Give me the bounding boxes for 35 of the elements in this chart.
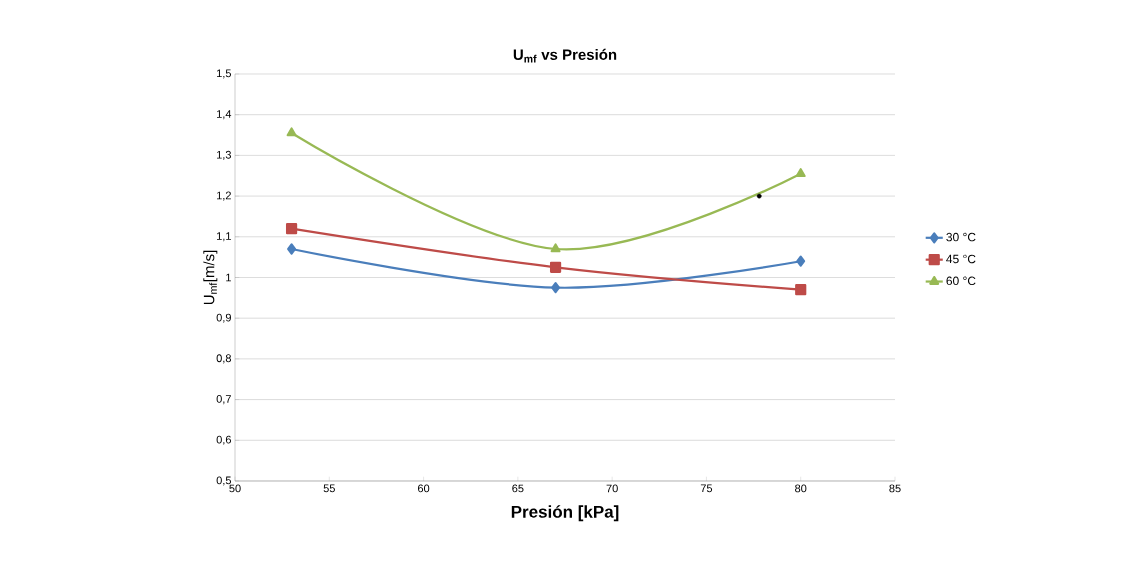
chart-title: U$_{mf}$ vs Presión (513, 48, 617, 63)
y-tick-label: 1,2 (217, 191, 231, 201)
legend-label: 45 °C (946, 254, 976, 264)
x-tick-label: 50 (229, 484, 241, 493)
point (286, 127, 297, 137)
x-tick-label: 75 (700, 484, 713, 493)
y-tick-label: 1,5 (217, 69, 231, 79)
point (796, 255, 806, 267)
x-tick-label: 85 (889, 484, 901, 493)
point (285, 223, 298, 235)
x-tick-label: 60 (418, 484, 430, 493)
y-tick-label: 1,4 (217, 110, 232, 120)
x-tick-label: 80 (795, 484, 807, 493)
y-tick-label: 0,9 (216, 313, 231, 323)
point (550, 243, 561, 253)
y-tick-label: 1 (226, 273, 231, 282)
point (756, 193, 762, 199)
y-tick-label: 1,1 (217, 232, 231, 242)
y-axis-title: U$_{mf}$[m/s] (203, 250, 218, 305)
y-tick-label: 0,7 (216, 395, 231, 405)
point (795, 284, 807, 296)
point (287, 243, 297, 255)
point (795, 168, 806, 178)
y-tick-label: 0,8 (216, 354, 231, 364)
x-axis-title: Presión [kPa] (511, 505, 619, 522)
legend-label: 30 °C (946, 232, 976, 242)
point (551, 282, 561, 294)
legend-label: 60 °C (946, 276, 976, 286)
x-tick-label: 70 (606, 484, 618, 493)
x-tick-label: 65 (512, 484, 524, 493)
y-tick-label: 0,5 (216, 476, 231, 486)
y-tick-label: 0,6 (216, 435, 231, 445)
y-tick-label: 1,3 (217, 150, 231, 160)
x-tick-label: 55 (323, 484, 335, 493)
point (549, 261, 562, 273)
